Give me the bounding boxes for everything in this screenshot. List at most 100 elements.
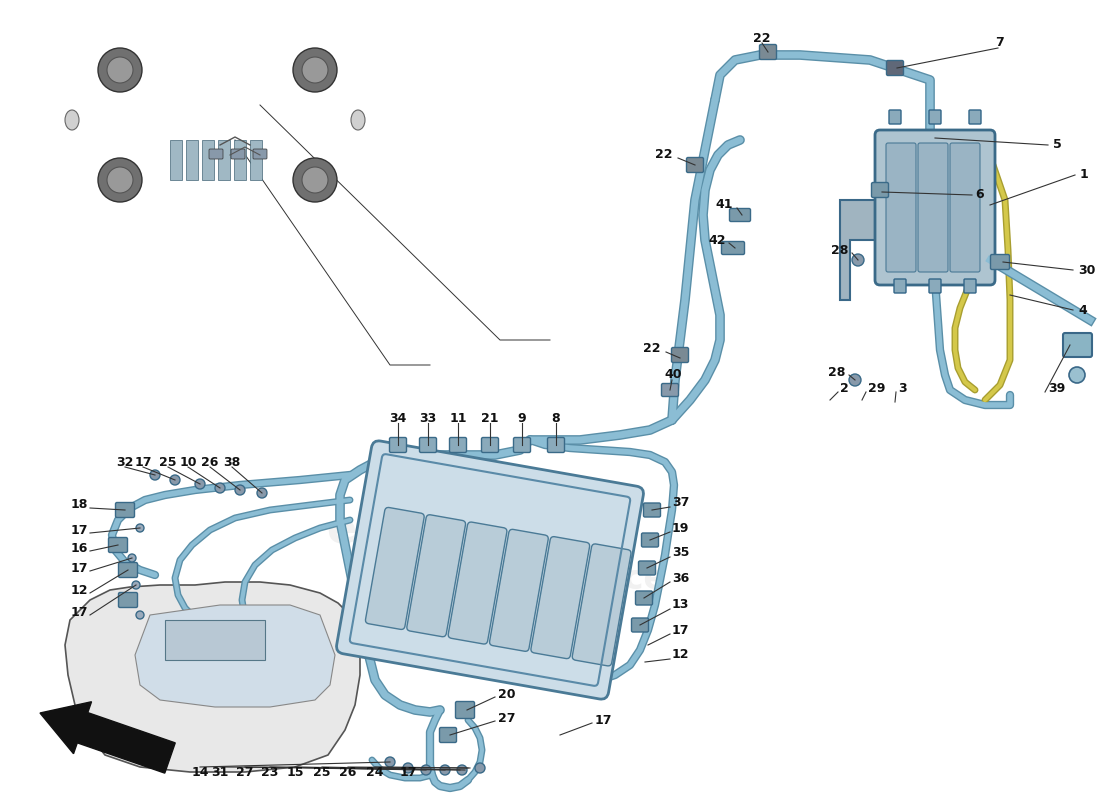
Circle shape (849, 374, 861, 386)
FancyBboxPatch shape (990, 254, 1010, 270)
Text: 17: 17 (595, 714, 613, 726)
Text: 37: 37 (672, 497, 690, 510)
Bar (186, 140, 198, 180)
FancyBboxPatch shape (231, 149, 245, 159)
Polygon shape (840, 200, 880, 300)
Text: 12: 12 (70, 583, 88, 597)
FancyBboxPatch shape (407, 514, 465, 637)
Text: 31: 31 (211, 766, 229, 778)
Circle shape (136, 524, 144, 532)
Text: 13: 13 (672, 598, 690, 611)
Circle shape (107, 167, 133, 193)
Bar (234, 140, 246, 180)
FancyBboxPatch shape (109, 538, 128, 553)
FancyBboxPatch shape (253, 149, 267, 159)
Text: 17: 17 (70, 562, 88, 574)
FancyBboxPatch shape (636, 591, 652, 605)
FancyBboxPatch shape (455, 702, 474, 718)
Circle shape (235, 485, 245, 495)
Bar (202, 140, 215, 180)
Text: 20: 20 (498, 687, 516, 701)
Text: 17: 17 (672, 623, 690, 637)
FancyBboxPatch shape (874, 130, 996, 285)
FancyBboxPatch shape (950, 143, 980, 272)
Circle shape (440, 765, 450, 775)
Text: 41: 41 (715, 198, 733, 211)
Text: 6: 6 (975, 189, 983, 202)
Text: 25: 25 (314, 766, 331, 778)
Text: 17: 17 (399, 766, 417, 778)
Text: europassion: europassion (327, 509, 634, 551)
Circle shape (98, 48, 142, 92)
Circle shape (98, 158, 142, 202)
FancyBboxPatch shape (440, 727, 456, 742)
Circle shape (421, 765, 431, 775)
FancyBboxPatch shape (119, 562, 138, 578)
Text: 38: 38 (223, 455, 241, 469)
FancyBboxPatch shape (482, 438, 498, 453)
Text: 23: 23 (262, 766, 278, 778)
FancyBboxPatch shape (638, 561, 656, 575)
Text: 27: 27 (236, 766, 254, 778)
Text: 40: 40 (664, 369, 682, 382)
Text: 5: 5 (1053, 138, 1062, 151)
Text: 26: 26 (339, 766, 356, 778)
Text: 11: 11 (449, 411, 466, 425)
Text: 17: 17 (70, 606, 88, 618)
Circle shape (214, 483, 225, 493)
Circle shape (475, 763, 485, 773)
Circle shape (150, 470, 160, 480)
Text: 12: 12 (672, 649, 690, 662)
Text: 3: 3 (898, 382, 906, 394)
Text: 36: 36 (672, 571, 690, 585)
FancyBboxPatch shape (644, 503, 660, 517)
Polygon shape (65, 582, 360, 772)
Text: 8: 8 (552, 411, 560, 425)
Text: 18: 18 (70, 498, 88, 511)
Circle shape (128, 554, 136, 562)
FancyBboxPatch shape (337, 441, 644, 699)
Circle shape (302, 57, 328, 83)
Text: 7: 7 (996, 35, 1004, 49)
Circle shape (293, 48, 337, 92)
FancyBboxPatch shape (119, 593, 138, 607)
FancyBboxPatch shape (209, 149, 223, 159)
Text: 34: 34 (389, 411, 407, 425)
Circle shape (132, 581, 140, 589)
Text: 17: 17 (70, 523, 88, 537)
Circle shape (302, 167, 328, 193)
Text: 21: 21 (482, 411, 498, 425)
FancyBboxPatch shape (365, 507, 425, 630)
Circle shape (107, 57, 133, 83)
FancyBboxPatch shape (930, 110, 940, 124)
Text: 10: 10 (179, 455, 197, 469)
FancyBboxPatch shape (729, 209, 750, 222)
Text: 39: 39 (1048, 382, 1065, 394)
Circle shape (170, 475, 180, 485)
Text: 30: 30 (1078, 263, 1096, 277)
Text: 42: 42 (708, 234, 726, 246)
FancyBboxPatch shape (930, 279, 940, 293)
Text: 2: 2 (840, 382, 849, 394)
FancyBboxPatch shape (641, 533, 659, 547)
Bar (170, 140, 182, 180)
FancyBboxPatch shape (871, 182, 889, 198)
Circle shape (136, 611, 144, 619)
Text: 24: 24 (366, 766, 384, 778)
FancyBboxPatch shape (722, 242, 745, 254)
FancyBboxPatch shape (759, 45, 777, 59)
Ellipse shape (351, 110, 365, 130)
FancyBboxPatch shape (548, 438, 564, 453)
FancyBboxPatch shape (631, 618, 649, 632)
Text: 4: 4 (1078, 303, 1087, 317)
FancyArrow shape (40, 702, 175, 773)
Bar (218, 140, 230, 180)
Text: 17: 17 (134, 455, 152, 469)
FancyBboxPatch shape (450, 438, 466, 453)
Polygon shape (135, 605, 336, 707)
Circle shape (403, 763, 412, 773)
Circle shape (456, 765, 468, 775)
Text: 1: 1 (1080, 169, 1089, 182)
Circle shape (293, 158, 337, 202)
FancyBboxPatch shape (661, 383, 679, 397)
